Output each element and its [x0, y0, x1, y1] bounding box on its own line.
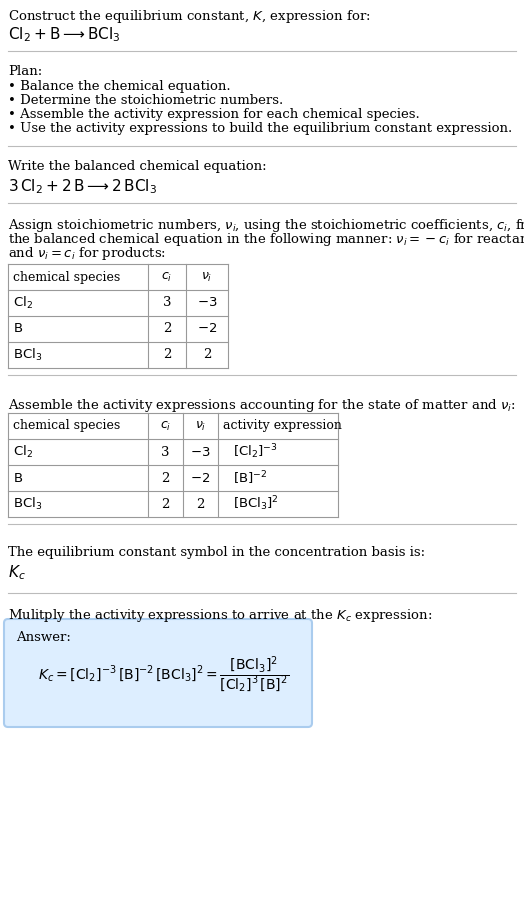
Text: Answer:: Answer:	[16, 631, 71, 644]
Text: chemical species: chemical species	[13, 270, 120, 284]
Text: $c_i$: $c_i$	[160, 420, 171, 432]
Text: 2: 2	[163, 349, 171, 361]
Text: activity expression: activity expression	[223, 420, 342, 432]
Text: 3: 3	[163, 296, 171, 310]
Text: Assemble the activity expressions accounting for the state of matter and $\nu_i$: Assemble the activity expressions accoun…	[8, 397, 516, 414]
Text: $\mathrm{3\,Cl_2 + 2\,B \longrightarrow 2\,BCl_3}$: $\mathrm{3\,Cl_2 + 2\,B \longrightarrow …	[8, 177, 157, 196]
Text: $[\mathrm{B}]^{-2}$: $[\mathrm{B}]^{-2}$	[233, 469, 267, 487]
Text: $K_c$: $K_c$	[8, 563, 26, 582]
Text: $\mathrm{B}$: $\mathrm{B}$	[13, 471, 23, 485]
Text: $\mathrm{Cl_2 + B \longrightarrow BCl_3}$: $\mathrm{Cl_2 + B \longrightarrow BCl_3}…	[8, 25, 121, 44]
Text: • Assemble the activity expression for each chemical species.: • Assemble the activity expression for e…	[8, 108, 420, 121]
Text: $-2$: $-2$	[197, 323, 217, 335]
Text: $\mathrm{Cl_2}$: $\mathrm{Cl_2}$	[13, 295, 33, 311]
Text: 3: 3	[161, 445, 170, 459]
Text: $-3$: $-3$	[190, 445, 211, 459]
Text: 2: 2	[161, 497, 170, 511]
Text: 2: 2	[161, 471, 170, 485]
Text: Write the balanced chemical equation:: Write the balanced chemical equation:	[8, 160, 267, 173]
Text: $\nu_i$: $\nu_i$	[201, 270, 213, 284]
FancyBboxPatch shape	[4, 619, 312, 727]
Text: • Use the activity expressions to build the equilibrium constant expression.: • Use the activity expressions to build …	[8, 122, 512, 135]
Text: $c_i$: $c_i$	[161, 270, 172, 284]
Text: Mulitply the activity expressions to arrive at the $K_c$ expression:: Mulitply the activity expressions to arr…	[8, 607, 432, 624]
Text: and $\nu_i = c_i$ for products:: and $\nu_i = c_i$ for products:	[8, 245, 166, 262]
Text: $\mathrm{B}$: $\mathrm{B}$	[13, 323, 23, 335]
Text: $K_c = [\mathrm{Cl_2}]^{-3}\,[\mathrm{B}]^{-2}\,[\mathrm{BCl_3}]^2 = \dfrac{[\ma: $K_c = [\mathrm{Cl_2}]^{-3}\,[\mathrm{B}…	[38, 655, 289, 696]
Text: • Determine the stoichiometric numbers.: • Determine the stoichiometric numbers.	[8, 94, 283, 107]
Text: $\nu_i$: $\nu_i$	[195, 420, 206, 432]
Text: Assign stoichiometric numbers, $\nu_i$, using the stoichiometric coefficients, $: Assign stoichiometric numbers, $\nu_i$, …	[8, 217, 524, 234]
Text: $\mathrm{Cl_2}$: $\mathrm{Cl_2}$	[13, 444, 33, 460]
Text: $[\mathrm{Cl_2}]^{-3}$: $[\mathrm{Cl_2}]^{-3}$	[233, 442, 278, 461]
Text: • Balance the chemical equation.: • Balance the chemical equation.	[8, 80, 231, 93]
Text: the balanced chemical equation in the following manner: $\nu_i = -c_i$ for react: the balanced chemical equation in the fo…	[8, 231, 524, 248]
Text: Plan:: Plan:	[8, 65, 42, 78]
Text: $-3$: $-3$	[196, 296, 217, 310]
Text: 2: 2	[196, 497, 205, 511]
Text: $\mathrm{BCl_3}$: $\mathrm{BCl_3}$	[13, 496, 42, 512]
Text: $-2$: $-2$	[190, 471, 211, 485]
Text: $[\mathrm{BCl_3}]^2$: $[\mathrm{BCl_3}]^2$	[233, 495, 279, 514]
Text: 2: 2	[163, 323, 171, 335]
Text: $\mathrm{BCl_3}$: $\mathrm{BCl_3}$	[13, 347, 42, 363]
Text: Construct the equilibrium constant, $K$, expression for:: Construct the equilibrium constant, $K$,…	[8, 8, 370, 25]
Text: The equilibrium constant symbol in the concentration basis is:: The equilibrium constant symbol in the c…	[8, 546, 425, 559]
Text: chemical species: chemical species	[13, 420, 120, 432]
Text: 2: 2	[203, 349, 211, 361]
